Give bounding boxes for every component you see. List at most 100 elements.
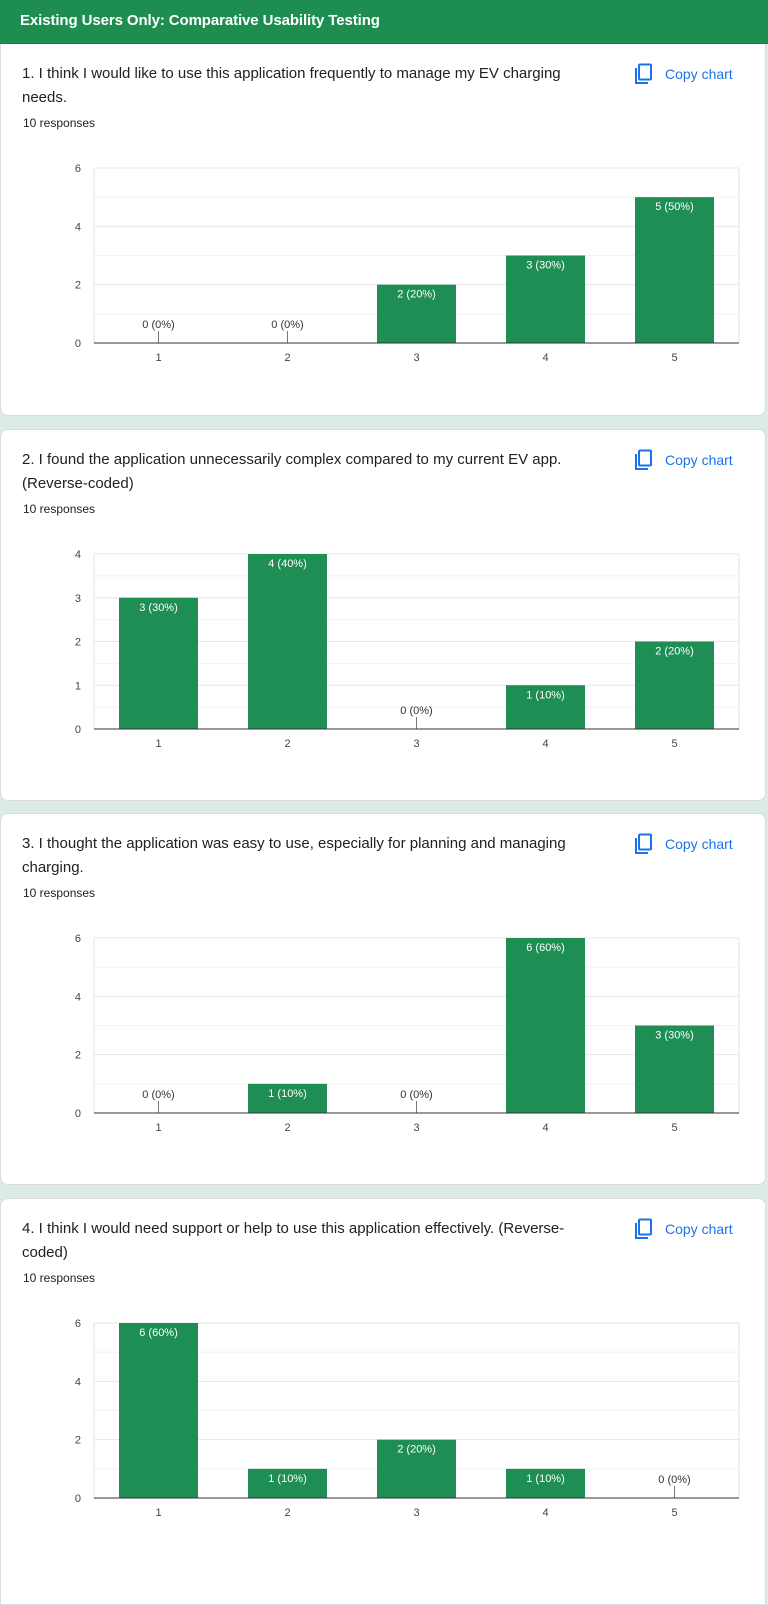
question-title: 4. I think I would need support or help …	[22, 1220, 565, 1261]
copy-chart-button[interactable]: Copy chart	[633, 1217, 733, 1241]
x-tick-label: 5	[671, 1122, 677, 1134]
bar-chart: 0 2 4 6 6 (60%) 1 1 (10%) 2 2 (20%) 3 1 (10%) 4 0 (0…	[75, 1318, 740, 1519]
bar-data-label: 1 (10%)	[268, 1473, 307, 1485]
bar	[119, 1323, 198, 1498]
bar-chart: 0 1 2 3 4 3 (30%) 1 4 (40%) 2 0 (0%) 3 1 (10%) 4 2 (2…	[75, 549, 740, 750]
y-tick-label: 0	[75, 1493, 81, 1505]
bar-data-label: 0 (0%)	[658, 1474, 690, 1486]
bar	[119, 597, 198, 729]
bar-data-label: 5 (50%)	[655, 201, 694, 213]
x-tick-label: 2	[284, 1507, 290, 1519]
y-tick-label: 1	[75, 680, 81, 692]
bar	[248, 1468, 327, 1498]
copy-icon	[635, 1218, 652, 1239]
bar-data-label: 1 (10%)	[268, 1088, 307, 1100]
form-header: Existing Users Only: Comparative Usabili…	[0, 0, 768, 44]
y-tick-label: 2	[75, 280, 81, 292]
x-tick-label: 5	[671, 1507, 677, 1519]
bar	[506, 1468, 585, 1498]
copy-chart-button[interactable]: Copy chart	[633, 832, 733, 856]
copy-chart-label: Copy chart	[665, 1221, 733, 1237]
bar-data-label: 0 (0%)	[142, 1089, 174, 1101]
bar	[635, 1025, 714, 1113]
copy-icon	[635, 833, 652, 854]
bar-data-label: 0 (0%)	[400, 705, 432, 717]
x-tick-label: 1	[155, 1122, 161, 1134]
y-tick-label: 2	[75, 637, 81, 649]
bar	[635, 197, 714, 343]
x-tick-label: 3	[413, 1122, 419, 1134]
copy-chart-label: Copy chart	[665, 452, 733, 468]
bar-data-label: 0 (0%)	[271, 319, 303, 331]
y-tick-label: 4	[75, 1376, 81, 1388]
bar-data-label: 6 (60%)	[139, 1327, 178, 1339]
bar-data-label: 2 (20%)	[397, 1444, 436, 1456]
x-tick-label: 4	[542, 1122, 548, 1134]
bar-data-label: 3 (30%)	[526, 260, 565, 272]
y-tick-label: 6	[75, 933, 81, 945]
response-count: 10 responses	[23, 502, 96, 516]
x-tick-label: 1	[155, 1507, 161, 1519]
x-tick-label: 2	[284, 1122, 290, 1134]
copy-chart-button[interactable]: Copy chart	[633, 448, 733, 472]
bar-chart: 0 2 4 6 0 (0%) 1 0 (0%) 2 2 (20%) 3 3 (30%) 4 5 (50%…	[75, 163, 740, 364]
bar	[506, 938, 585, 1113]
x-tick-label: 4	[542, 1507, 548, 1519]
copy-chart-label: Copy chart	[665, 836, 733, 852]
bar-data-label: 2 (20%)	[655, 646, 694, 658]
x-tick-label: 3	[413, 1507, 419, 1519]
x-tick-label: 5	[671, 352, 677, 364]
y-tick-label: 2	[75, 1050, 81, 1062]
bar-data-label: 2 (20%)	[397, 289, 436, 301]
x-tick-label: 3	[413, 352, 419, 364]
question-title: 1. I think I would like to use this appl…	[22, 65, 561, 106]
copy-chart-button[interactable]: Copy chart	[633, 62, 733, 86]
question-title: 3. I thought the application was easy to…	[22, 835, 566, 876]
bar-data-label: 0 (0%)	[142, 319, 174, 331]
x-tick-label: 3	[413, 738, 419, 750]
bar	[377, 1439, 456, 1498]
bar-data-label: 3 (30%)	[655, 1030, 694, 1042]
question-card-4: 4. I think I would need support or help …	[0, 1198, 766, 1605]
x-tick-label: 2	[284, 738, 290, 750]
response-count: 10 responses	[23, 886, 96, 900]
y-tick-label: 6	[75, 1318, 81, 1330]
copy-chart-label: Copy chart	[665, 66, 733, 82]
question-card-1: 1. I think I would like to use this appl…	[0, 44, 766, 416]
bar-data-label: 1 (10%)	[526, 1473, 565, 1485]
question-title: 2. I found the application unnecessarily…	[22, 451, 562, 492]
y-tick-label: 4	[75, 221, 81, 233]
y-tick-label: 6	[75, 163, 81, 175]
bar-data-label: 6 (60%)	[526, 942, 565, 954]
copy-icon	[635, 63, 652, 84]
x-tick-label: 1	[155, 352, 161, 364]
bar	[248, 1083, 327, 1113]
bar	[635, 641, 714, 729]
response-count: 10 responses	[23, 116, 96, 130]
y-tick-label: 3	[75, 593, 81, 605]
x-tick-label: 4	[542, 738, 548, 750]
y-tick-label: 4	[75, 991, 81, 1003]
question-card-2: 2. I found the application unnecessarily…	[0, 429, 766, 801]
x-tick-label: 5	[671, 738, 677, 750]
x-tick-label: 4	[542, 352, 548, 364]
response-count: 10 responses	[23, 1271, 96, 1285]
bar-data-label: 4 (40%)	[268, 558, 307, 570]
bar-data-label: 1 (10%)	[526, 689, 565, 701]
bar	[248, 554, 327, 729]
y-tick-label: 2	[75, 1435, 81, 1447]
y-tick-label: 0	[75, 338, 81, 350]
y-tick-label: 0	[75, 724, 81, 736]
bar	[377, 284, 456, 343]
x-tick-label: 2	[284, 352, 290, 364]
bar-data-label: 0 (0%)	[400, 1089, 432, 1101]
bar	[506, 685, 585, 729]
bar	[506, 255, 585, 343]
question-card-3: 3. I thought the application was easy to…	[0, 813, 766, 1185]
copy-icon	[635, 449, 652, 470]
x-tick-label: 1	[155, 738, 161, 750]
bar-data-label: 3 (30%)	[139, 602, 178, 614]
y-tick-label: 4	[75, 549, 81, 561]
form-title: Existing Users Only: Comparative Usabili…	[20, 12, 380, 29]
bar-chart: 0 2 4 6 0 (0%) 1 1 (10%) 2 0 (0%) 3 6 (60%) 4 3 (30%…	[75, 933, 740, 1134]
